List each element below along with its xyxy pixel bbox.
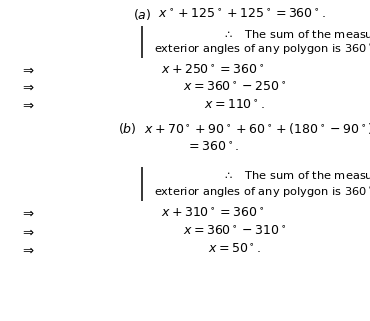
Text: $\Rightarrow$: $\Rightarrow$ <box>20 81 35 94</box>
Text: $(\mathbf{\mathit{b}})$: $(\mathbf{\mathit{b}})$ <box>118 121 137 136</box>
Text: $\Rightarrow$: $\Rightarrow$ <box>20 207 35 220</box>
Text: $\Rightarrow$: $\Rightarrow$ <box>20 64 35 76</box>
Text: $x = 360^\circ - 250^\circ$: $x = 360^\circ - 250^\circ$ <box>183 81 287 94</box>
Text: $x + 310^\circ = 360^\circ$: $x + 310^\circ = 360^\circ$ <box>161 207 265 220</box>
Text: $x = 50^\circ$.: $x = 50^\circ$. <box>208 243 262 256</box>
Text: $= 360^\circ$.: $= 360^\circ$. <box>186 141 239 154</box>
Text: exterior angles of any polygon is 360$^\circ$.: exterior angles of any polygon is 360$^\… <box>154 186 370 200</box>
Text: $x = 360^\circ - 310^\circ$: $x = 360^\circ - 310^\circ$ <box>183 225 287 238</box>
Text: $x^\circ + 125^\circ + 125^\circ = 360^\circ$.: $x^\circ + 125^\circ + 125^\circ = 360^\… <box>158 8 326 21</box>
Text: exterior angles of any polygon is 360$^\circ$: exterior angles of any polygon is 360$^\… <box>154 43 370 57</box>
Text: $\Rightarrow$: $\Rightarrow$ <box>20 225 35 238</box>
Text: $\Rightarrow$: $\Rightarrow$ <box>20 99 35 112</box>
Text: $\therefore$   The sum of the measures of the: $\therefore$ The sum of the measures of … <box>222 169 370 181</box>
Text: $\therefore$   The sum of the measures of the: $\therefore$ The sum of the measures of … <box>222 28 370 40</box>
Text: $(\mathbf{\mathit{a}})$: $(\mathbf{\mathit{a}})$ <box>133 7 152 22</box>
Text: $x = 110^\circ$.: $x = 110^\circ$. <box>205 99 265 112</box>
Text: $\Rightarrow$: $\Rightarrow$ <box>20 243 35 256</box>
Text: $x + 70^\circ + 90^\circ + 60^\circ + (180^\circ - 90^\circ)$: $x + 70^\circ + 90^\circ + 60^\circ + (1… <box>144 121 370 136</box>
Text: $x + 250^\circ = 360^\circ$: $x + 250^\circ = 360^\circ$ <box>161 64 265 76</box>
